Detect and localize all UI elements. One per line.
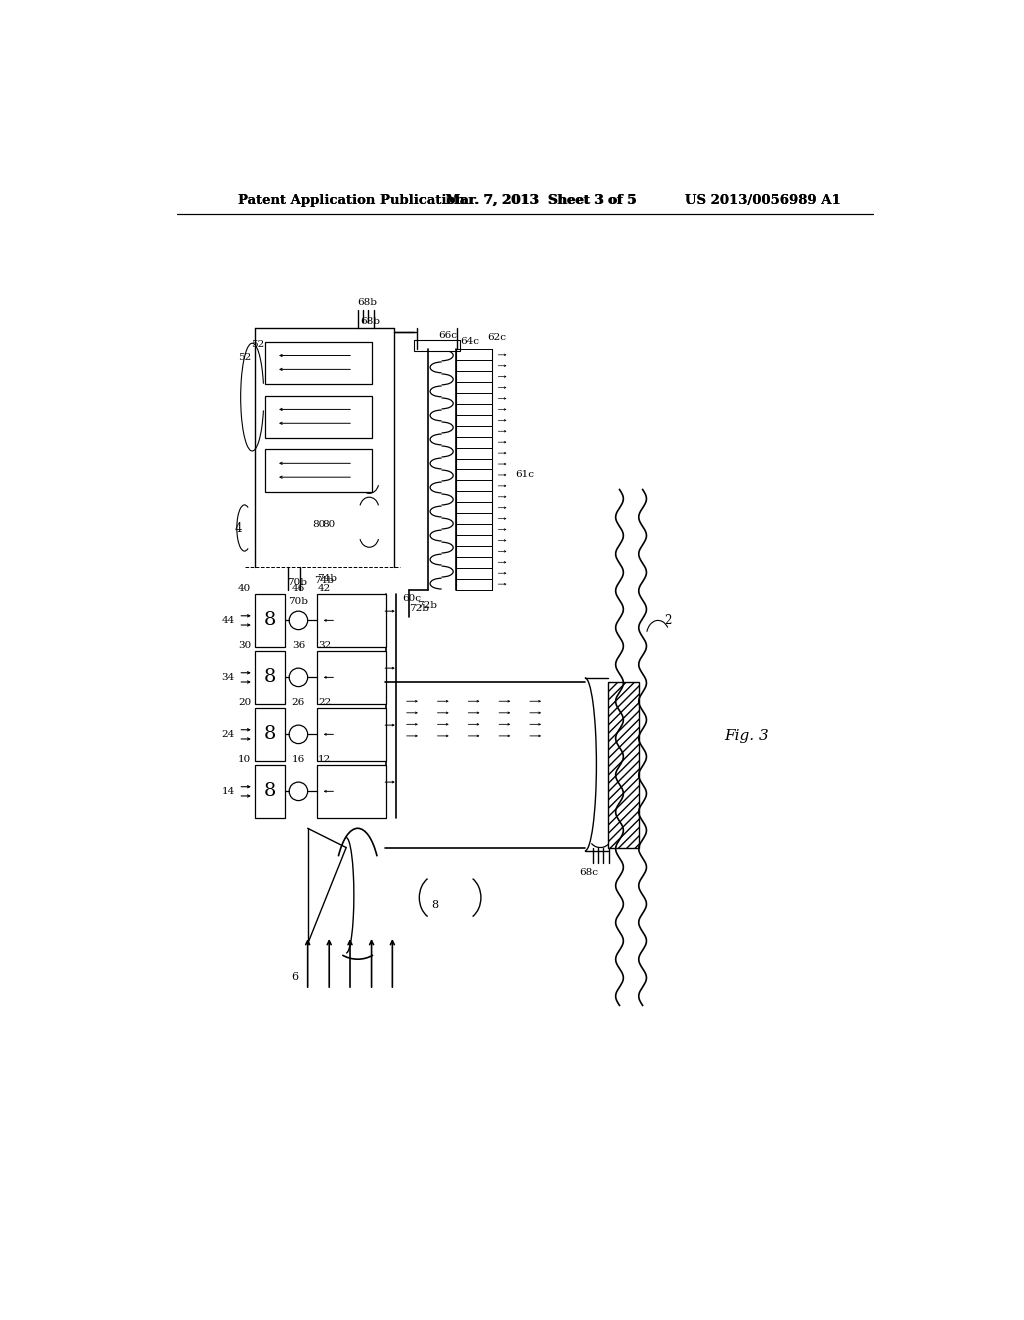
Text: 30: 30 (238, 640, 251, 649)
Text: 60c: 60c (402, 594, 421, 603)
Text: 14: 14 (222, 787, 234, 796)
Text: 72b: 72b (417, 601, 437, 610)
Text: 4: 4 (234, 521, 243, 535)
Bar (255, 594, 285, 647)
Text: 62c: 62c (487, 333, 507, 342)
Bar (414, 341, 460, 351)
Text: 68c: 68c (580, 869, 598, 878)
Bar (316, 708, 386, 760)
Text: Mar. 7, 2013  Sheet 3 of 5: Mar. 7, 2013 Sheet 3 of 5 (445, 194, 637, 207)
Text: 22: 22 (318, 697, 331, 706)
Text: Fig. 3: Fig. 3 (724, 729, 769, 743)
Text: 61c: 61c (515, 470, 535, 479)
Text: 8: 8 (431, 900, 438, 911)
Bar (608, 682, 639, 847)
Bar (316, 766, 386, 817)
Text: 46: 46 (292, 583, 305, 593)
Text: 72b: 72b (410, 605, 429, 614)
Bar (255, 651, 285, 704)
Text: 20: 20 (238, 697, 251, 706)
Bar (255, 766, 285, 817)
Text: 70b: 70b (287, 578, 307, 587)
Bar (264, 450, 373, 492)
Text: 16: 16 (292, 755, 305, 763)
Text: 52: 52 (239, 352, 252, 362)
Text: 26: 26 (292, 697, 305, 706)
Text: 68b: 68b (360, 317, 380, 326)
Text: 6: 6 (291, 972, 298, 982)
Text: 74b: 74b (316, 574, 337, 582)
Text: 24: 24 (222, 730, 234, 739)
Text: 52: 52 (251, 341, 264, 350)
Bar (264, 342, 373, 384)
Text: 8: 8 (264, 611, 276, 630)
Text: 32: 32 (318, 640, 331, 649)
Text: 44: 44 (222, 616, 234, 624)
Bar (264, 396, 373, 438)
Text: 68b: 68b (357, 298, 378, 306)
Text: 42: 42 (318, 583, 331, 593)
Text: 64c: 64c (460, 337, 479, 346)
Text: Mar. 7, 2013  Sheet 3 of 5: Mar. 7, 2013 Sheet 3 of 5 (446, 194, 637, 207)
Bar (316, 651, 386, 704)
Text: 8: 8 (264, 668, 276, 686)
Text: 36: 36 (292, 640, 305, 649)
Text: 80: 80 (323, 520, 336, 528)
Text: 10: 10 (238, 755, 251, 763)
Text: 8: 8 (264, 726, 276, 743)
Text: 74b: 74b (314, 576, 335, 585)
Text: 66c: 66c (438, 331, 458, 341)
Text: Patent Application Publication: Patent Application Publication (239, 194, 465, 207)
Text: 70b: 70b (289, 597, 308, 606)
Text: 40: 40 (238, 583, 251, 593)
Text: 34: 34 (222, 673, 234, 682)
Text: US 2013/0056989 A1: US 2013/0056989 A1 (685, 194, 841, 207)
Bar (316, 594, 386, 647)
Bar (255, 708, 285, 760)
Text: 80: 80 (312, 520, 326, 528)
Text: 2: 2 (665, 614, 672, 627)
Text: 8: 8 (264, 783, 276, 800)
Text: US 2013/0056989 A1: US 2013/0056989 A1 (685, 194, 841, 207)
Text: 12: 12 (318, 755, 331, 763)
Text: Patent Application Publication: Patent Application Publication (239, 194, 465, 207)
